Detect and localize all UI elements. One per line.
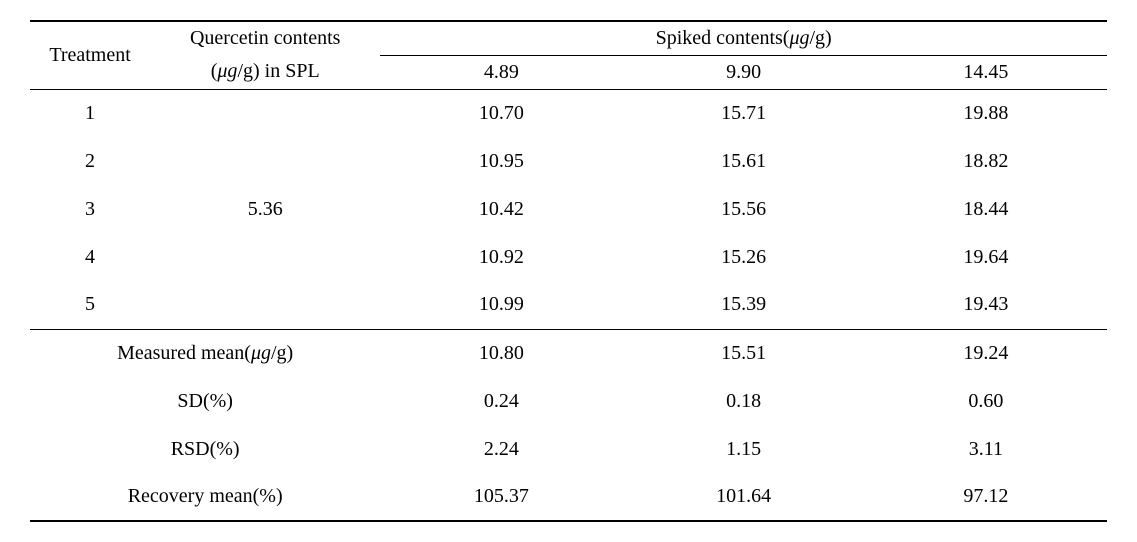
table-row: 1 10.70 15.71 19.88 bbox=[30, 89, 1107, 137]
summary-label-rsd: RSD(%) bbox=[30, 425, 380, 473]
summary-value: 0.18 bbox=[623, 377, 865, 425]
table-row: 2 10.95 15.61 18.82 bbox=[30, 137, 1107, 185]
header-treatment: Treatment bbox=[30, 21, 150, 89]
header-spike-level-1: 9.90 bbox=[623, 55, 865, 89]
header-row-2: (μg/g) in SPL 4.89 9.90 14.45 bbox=[30, 55, 1107, 89]
measured-mean-suffix: /g) bbox=[271, 342, 293, 364]
summary-value: 97.12 bbox=[865, 473, 1107, 521]
summary-value: 19.24 bbox=[865, 329, 1107, 377]
table-row: 5 10.99 15.39 19.43 bbox=[30, 281, 1107, 329]
cell-value: 10.99 bbox=[380, 281, 622, 329]
summary-value: 105.37 bbox=[380, 473, 622, 521]
summary-row-rsd: RSD(%) 2.24 1.15 3.11 bbox=[30, 425, 1107, 473]
summary-label-measured-mean: Measured mean(μg/g) bbox=[30, 329, 380, 377]
header-spike-level-2: 14.45 bbox=[865, 55, 1107, 89]
data-table: Treatment Quercetin contents Spiked cont… bbox=[30, 20, 1107, 522]
summary-label-recovery: Recovery mean(%) bbox=[30, 473, 380, 521]
cell-treatment: 3 bbox=[30, 185, 150, 233]
summary-value: 1.15 bbox=[623, 425, 865, 473]
cell-value: 15.56 bbox=[623, 185, 865, 233]
cell-value: 15.61 bbox=[623, 137, 865, 185]
cell-value: 19.64 bbox=[865, 233, 1107, 281]
cell-treatment: 1 bbox=[30, 89, 150, 137]
cell-value: 18.44 bbox=[865, 185, 1107, 233]
cell-treatment: 4 bbox=[30, 233, 150, 281]
spiked-title-unit: μg bbox=[789, 27, 809, 49]
header-spike-level-0: 4.89 bbox=[380, 55, 622, 89]
summary-row-sd: SD(%) 0.24 0.18 0.60 bbox=[30, 377, 1107, 425]
cell-value: 15.71 bbox=[623, 89, 865, 137]
cell-value: 10.70 bbox=[380, 89, 622, 137]
quercetin-recovery-table: Treatment Quercetin contents Spiked cont… bbox=[30, 20, 1107, 522]
summary-value: 10.80 bbox=[380, 329, 622, 377]
summary-value: 3.11 bbox=[865, 425, 1107, 473]
cell-treatment: 2 bbox=[30, 137, 150, 185]
summary-value: 2.24 bbox=[380, 425, 622, 473]
cell-quercetin bbox=[150, 137, 380, 185]
summary-value: 15.51 bbox=[623, 329, 865, 377]
cell-value: 10.42 bbox=[380, 185, 622, 233]
cell-value: 10.95 bbox=[380, 137, 622, 185]
cell-value: 19.43 bbox=[865, 281, 1107, 329]
table-row: 4 10.92 15.26 19.64 bbox=[30, 233, 1107, 281]
measured-mean-unit: μg bbox=[251, 342, 271, 364]
table-row: 3 5.36 10.42 15.56 18.44 bbox=[30, 185, 1107, 233]
cell-value: 19.88 bbox=[865, 89, 1107, 137]
cell-treatment: 5 bbox=[30, 281, 150, 329]
header-quercetin-line2: (μg/g) in SPL bbox=[150, 55, 380, 89]
cell-quercetin-value: 5.36 bbox=[150, 185, 380, 233]
header-row-1: Treatment Quercetin contents Spiked cont… bbox=[30, 21, 1107, 55]
header-spiked-title: Spiked contents(μg/g) bbox=[380, 21, 1107, 55]
summary-row-measured-mean: Measured mean(μg/g) 10.80 15.51 19.24 bbox=[30, 329, 1107, 377]
cell-quercetin bbox=[150, 281, 380, 329]
spiked-title-prefix: Spiked contents( bbox=[656, 27, 790, 49]
spiked-title-suffix: /g) bbox=[810, 27, 832, 49]
cell-value: 15.39 bbox=[623, 281, 865, 329]
cell-value: 10.92 bbox=[380, 233, 622, 281]
summary-value: 0.24 bbox=[380, 377, 622, 425]
cell-value: 18.82 bbox=[865, 137, 1107, 185]
cell-quercetin bbox=[150, 89, 380, 137]
quercetin-line2-unit: μg bbox=[217, 60, 237, 82]
summary-value: 0.60 bbox=[865, 377, 1107, 425]
summary-value: 101.64 bbox=[623, 473, 865, 521]
header-quercetin-line1: Quercetin contents bbox=[150, 21, 380, 55]
summary-label-sd: SD(%) bbox=[30, 377, 380, 425]
quercetin-line2-suffix: /g) in SPL bbox=[237, 60, 319, 82]
cell-value: 15.26 bbox=[623, 233, 865, 281]
summary-row-recovery: Recovery mean(%) 105.37 101.64 97.12 bbox=[30, 473, 1107, 521]
measured-mean-prefix: Measured mean( bbox=[117, 342, 251, 364]
cell-quercetin bbox=[150, 233, 380, 281]
